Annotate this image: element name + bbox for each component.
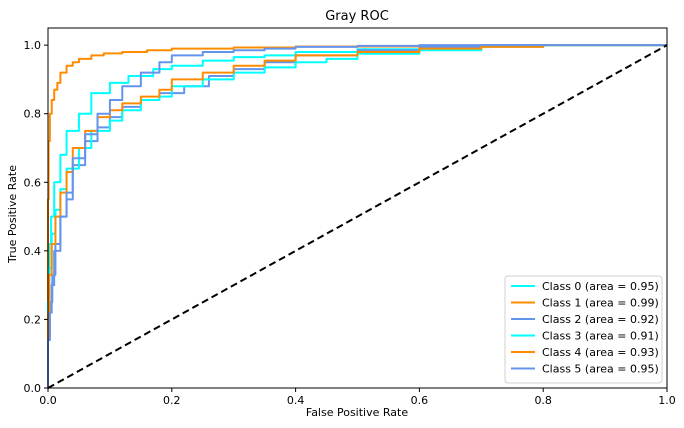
x-axis-ticks: 0.0 0.2 0.4 0.6 0.8 1.0 xyxy=(39,388,676,407)
legend-label: Class 3 (area = 0.91) xyxy=(542,330,659,343)
legend-label: Class 5 (area = 0.95) xyxy=(542,363,659,376)
reference-diagonal-line xyxy=(47,44,668,389)
y-tick-label: 0.4 xyxy=(24,245,42,258)
legend-label: Class 0 (area = 0.95) xyxy=(542,280,659,293)
x-tick-label: 0.8 xyxy=(534,394,552,407)
roc-curve-class-1 xyxy=(47,44,667,388)
roc-curves xyxy=(47,44,667,388)
y-tick-label: 1.0 xyxy=(24,39,42,52)
roc-curve-class-0 xyxy=(47,44,667,388)
y-tick-label: 0.0 xyxy=(24,382,42,395)
chart-title: Gray ROC xyxy=(325,9,389,24)
x-axis-title: False Positive Rate xyxy=(306,406,408,419)
x-tick-label: 0.6 xyxy=(411,394,429,407)
reference-line-group xyxy=(47,44,668,389)
legend-label: Class 4 (area = 0.93) xyxy=(542,346,659,359)
legend-box xyxy=(504,275,663,384)
y-tick-label: 0.6 xyxy=(24,176,42,189)
x-tick-label: 0.4 xyxy=(287,394,305,407)
legend: Class 0 (area = 0.95) Class 1 (area = 0.9… xyxy=(504,275,663,384)
y-tick-label: 0.8 xyxy=(24,108,42,121)
legend-label: Class 1 (area = 0.99) xyxy=(542,297,659,310)
y-tick-label: 0.2 xyxy=(24,313,42,326)
roc-curve-class-4 xyxy=(47,44,667,388)
y-axis-title: True Positive Rate xyxy=(6,165,19,264)
roc-curve-class-5 xyxy=(47,44,667,388)
y-axis-ticks: 0.0 0.2 0.4 0.6 0.8 1.0 xyxy=(24,39,48,395)
plot-frame xyxy=(47,27,668,389)
x-tick-label: 1.0 xyxy=(658,394,676,407)
x-tick-label: 0.0 xyxy=(39,394,57,407)
legend-label: Class 2 (area = 0.92) xyxy=(542,313,659,326)
x-tick-label: 0.2 xyxy=(163,394,181,407)
